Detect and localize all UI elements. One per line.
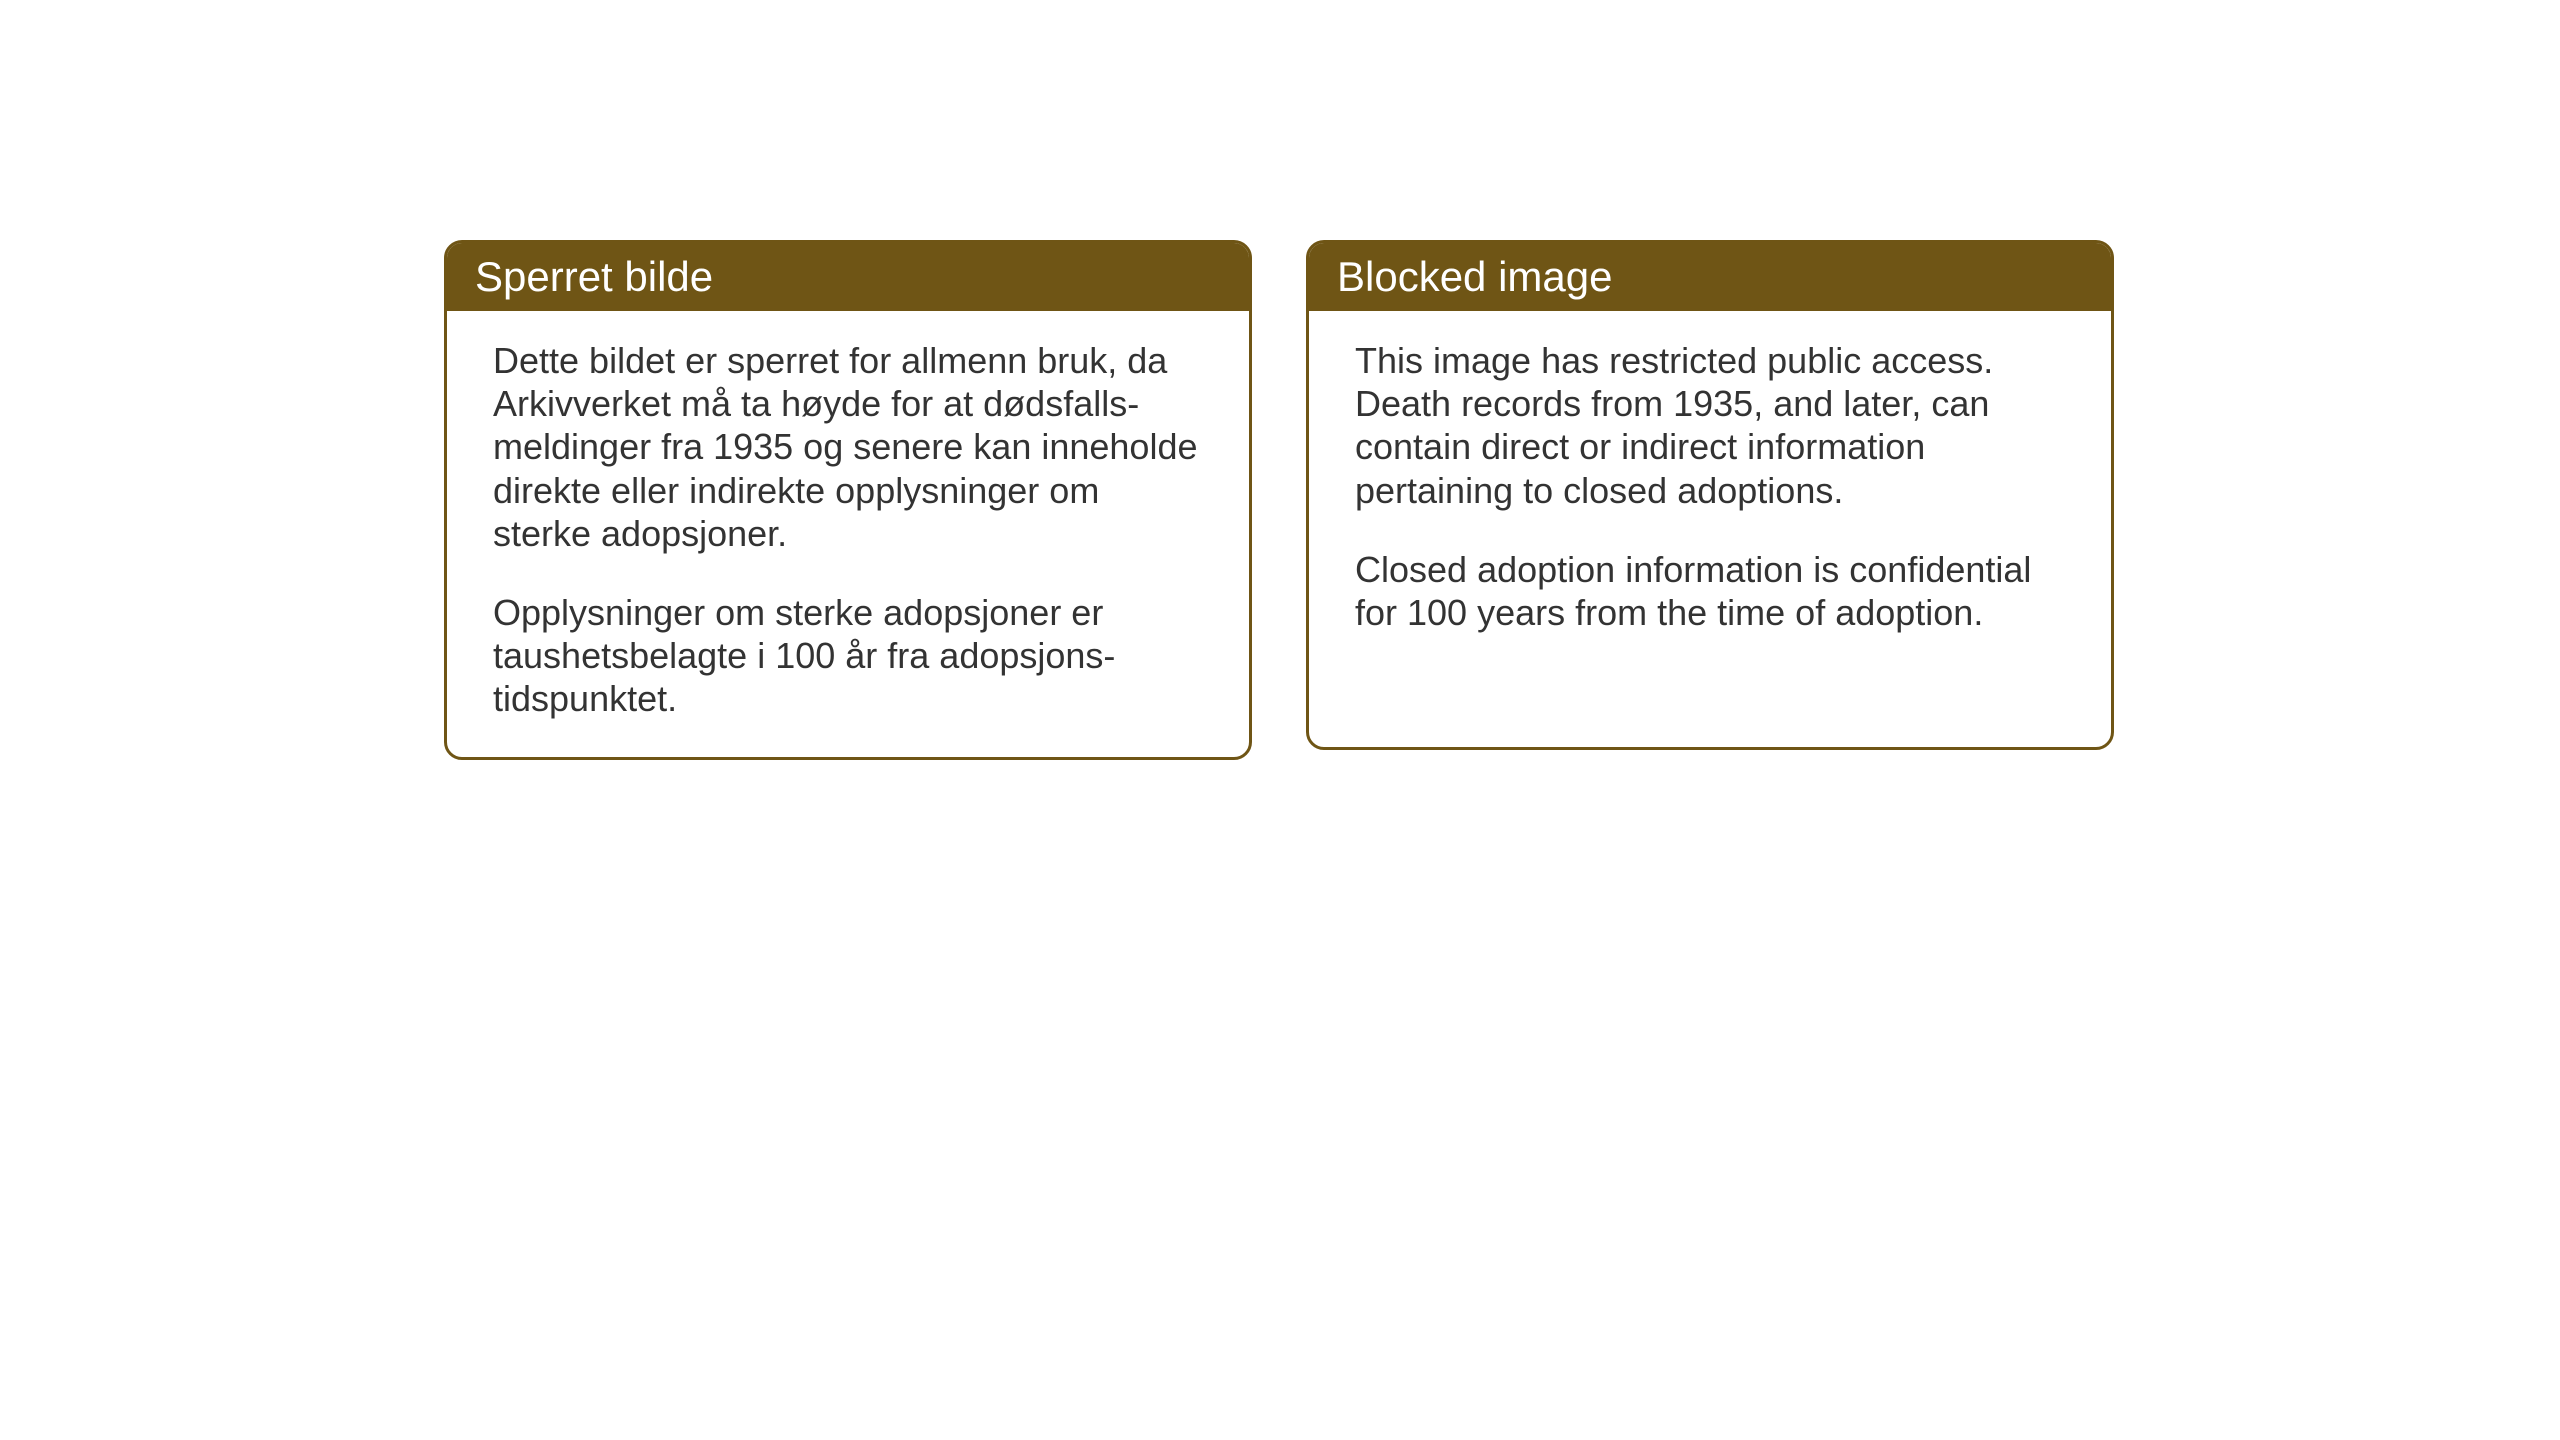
english-paragraph-2: Closed adoption information is confident… [1355,548,2065,634]
english-paragraph-1: This image has restricted public access.… [1355,339,2065,512]
english-card-header: Blocked image [1309,243,2111,311]
norwegian-paragraph-2: Opplysninger om sterke adopsjoner er tau… [493,591,1203,721]
norwegian-paragraph-1: Dette bildet er sperret for allmenn bruk… [493,339,1203,555]
english-card-title: Blocked image [1337,253,1612,300]
norwegian-card-header: Sperret bilde [447,243,1249,311]
norwegian-card: Sperret bilde Dette bildet er sperret fo… [444,240,1252,760]
english-card-body: This image has restricted public access.… [1309,311,2111,670]
english-card: Blocked image This image has restricted … [1306,240,2114,750]
norwegian-card-title: Sperret bilde [475,253,713,300]
cards-container: Sperret bilde Dette bildet er sperret fo… [444,240,2114,760]
norwegian-card-body: Dette bildet er sperret for allmenn bruk… [447,311,1249,757]
